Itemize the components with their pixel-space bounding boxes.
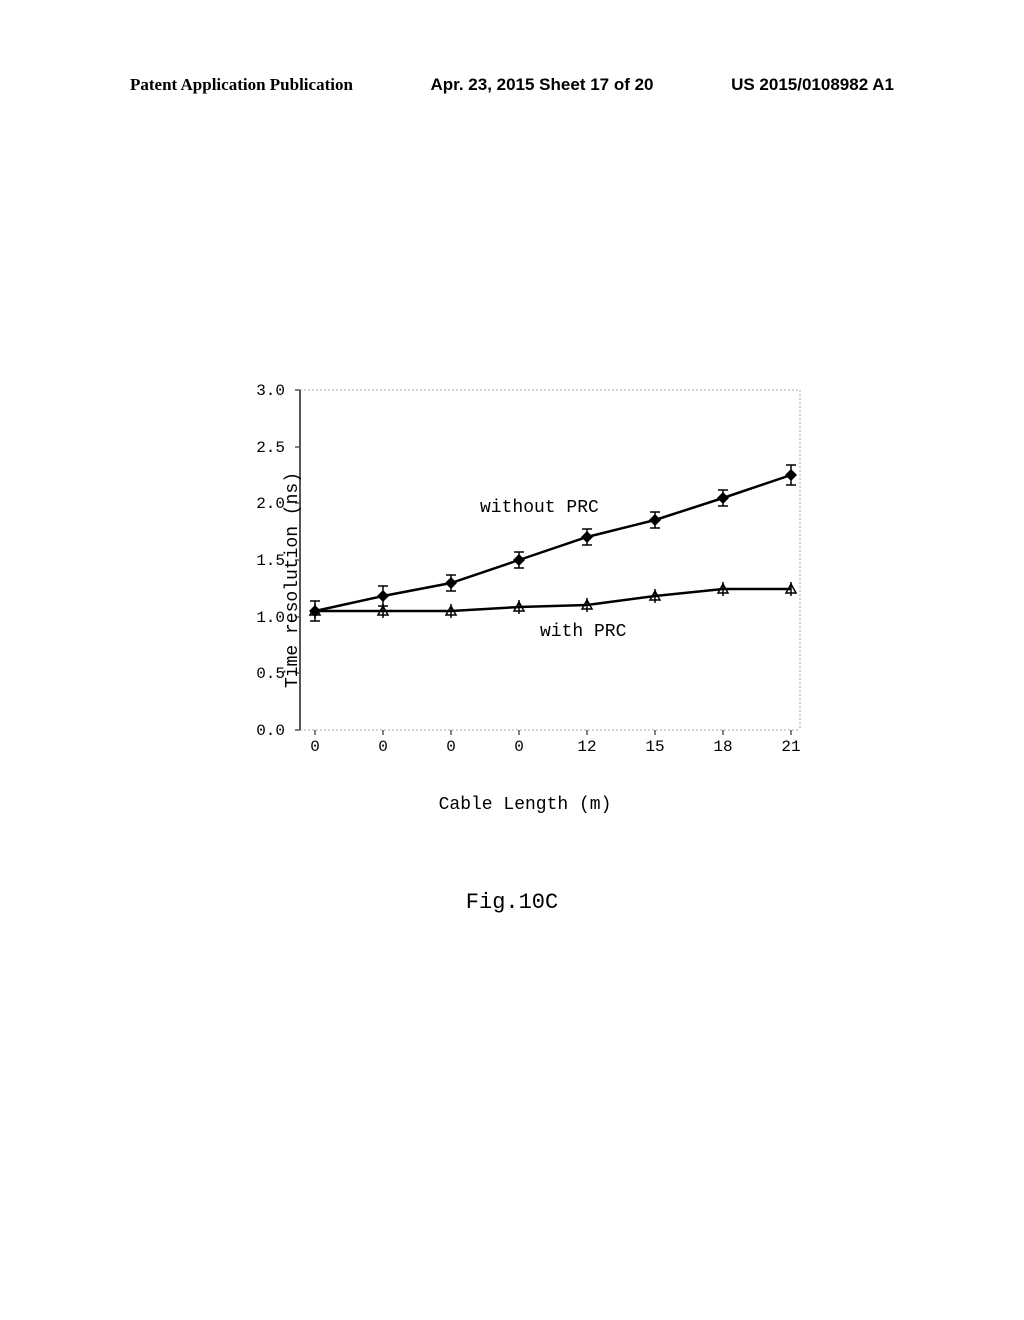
ytick-6: 3.0 (245, 382, 285, 400)
ytick-3: 1.5 (245, 552, 285, 570)
header-left: Patent Application Publication (130, 75, 353, 95)
annotation-with-prc: with PRC (540, 622, 626, 642)
xtick-0: 0 (300, 738, 330, 756)
xtick-4: 12 (572, 738, 602, 756)
ytick-4: 2.0 (245, 495, 285, 513)
ytick-5: 2.5 (245, 439, 285, 457)
ytick-2: 1.0 (245, 609, 285, 627)
xtick-3: 0 (504, 738, 534, 756)
ytick-1: 0.5 (245, 665, 285, 683)
xtick-1: 0 (368, 738, 398, 756)
page-header: Patent Application Publication Apr. 23, … (0, 75, 1024, 95)
chart-container: Time resolution (ns) Cable Length (m) 0.… (230, 380, 820, 780)
xtick-6: 18 (708, 738, 738, 756)
xtick-7: 21 (776, 738, 806, 756)
series-without-prc (309, 465, 797, 621)
header-right: US 2015/0108982 A1 (731, 75, 894, 95)
annotation-without-prc: without PRC (480, 498, 599, 518)
y-axis-label: Time resolution (ns) (283, 472, 303, 688)
figure-caption: Fig.10C (466, 890, 558, 915)
x-axis-label: Cable Length (m) (439, 795, 612, 815)
xtick-2: 0 (436, 738, 466, 756)
xtick-5: 15 (640, 738, 670, 756)
ytick-0: 0.0 (245, 722, 285, 740)
header-center: Apr. 23, 2015 Sheet 17 of 20 (431, 75, 654, 95)
chart-svg (230, 380, 820, 780)
